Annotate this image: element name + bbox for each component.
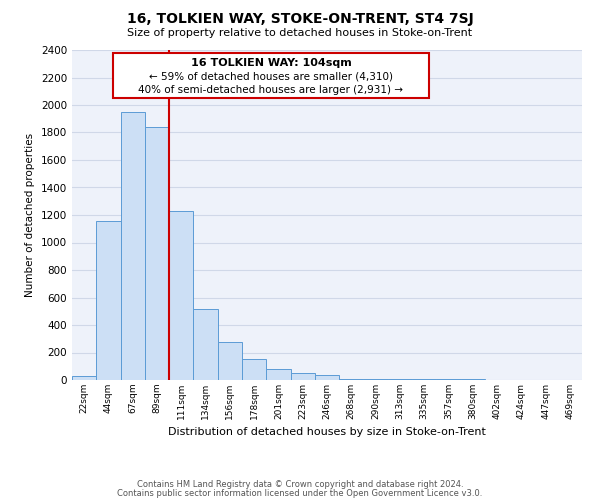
Bar [364, 378, 388, 380]
Text: ← 59% of detached houses are smaller (4,310): ← 59% of detached houses are smaller (4,… [149, 72, 393, 82]
Text: Size of property relative to detached houses in Stoke-on-Trent: Size of property relative to detached ho… [127, 28, 473, 38]
Bar [218, 342, 242, 380]
Bar [242, 358, 266, 380]
Text: 16 TOLKIEN WAY: 104sqm: 16 TOLKIEN WAY: 104sqm [191, 58, 351, 68]
Text: 40% of semi-detached houses are larger (2,931) →: 40% of semi-detached houses are larger (… [139, 84, 403, 94]
Text: Contains HM Land Registry data © Crown copyright and database right 2024.: Contains HM Land Registry data © Crown c… [137, 480, 463, 489]
Bar [145, 127, 169, 380]
Bar [315, 374, 339, 380]
Text: 16, TOLKIEN WAY, STOKE-ON-TRENT, ST4 7SJ: 16, TOLKIEN WAY, STOKE-ON-TRENT, ST4 7SJ [127, 12, 473, 26]
Text: Contains public sector information licensed under the Open Government Licence v3: Contains public sector information licen… [118, 488, 482, 498]
Bar [339, 378, 364, 380]
Y-axis label: Number of detached properties: Number of detached properties [25, 133, 35, 297]
Bar [72, 376, 96, 380]
Bar [193, 308, 218, 380]
Bar [121, 112, 145, 380]
Bar [169, 211, 193, 380]
Bar [266, 369, 290, 380]
Bar [290, 373, 315, 380]
X-axis label: Distribution of detached houses by size in Stoke-on-Trent: Distribution of detached houses by size … [168, 428, 486, 438]
Bar [96, 220, 121, 380]
FancyBboxPatch shape [113, 54, 429, 98]
